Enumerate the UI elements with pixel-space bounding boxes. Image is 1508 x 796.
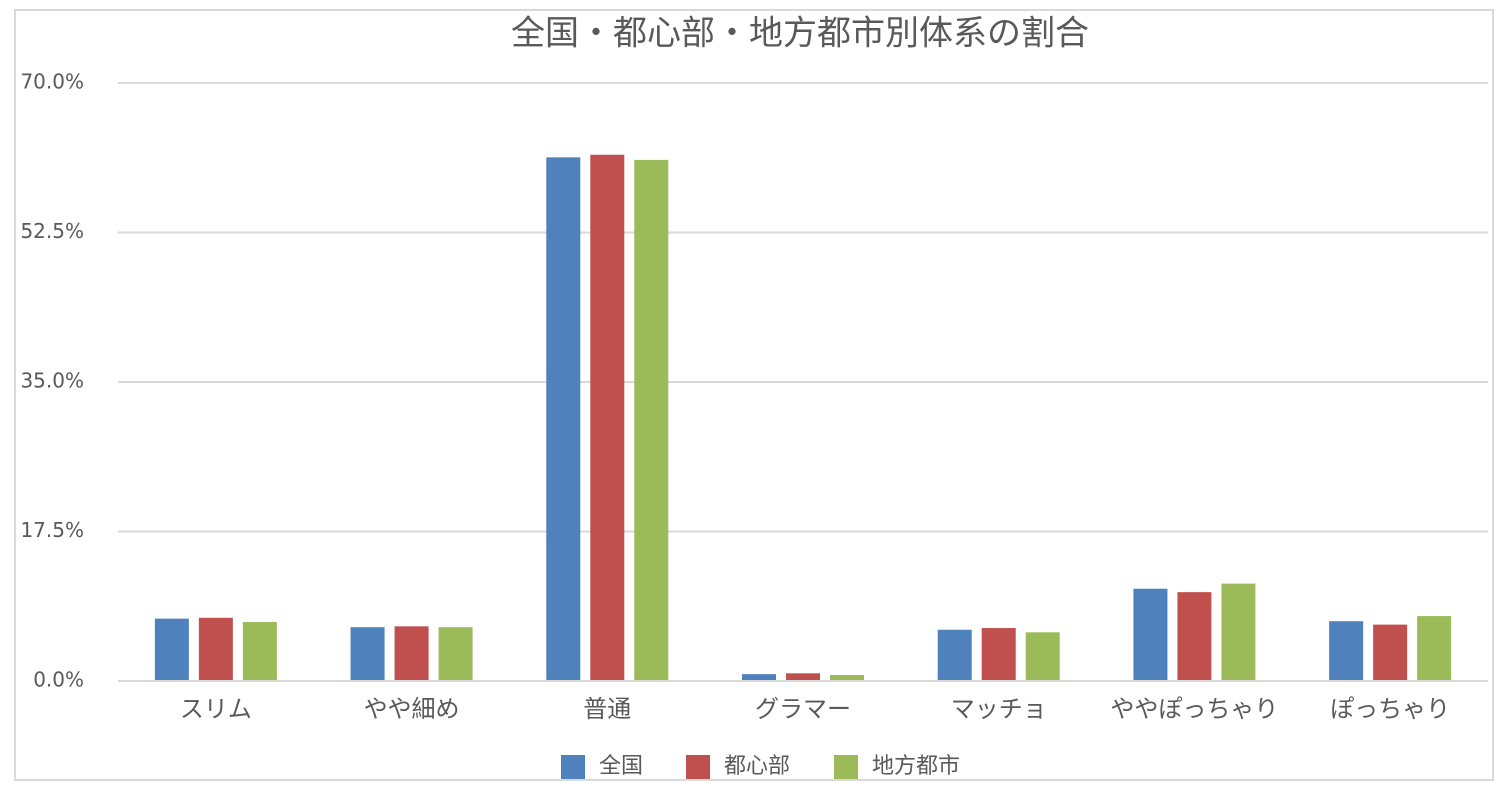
x-tick-label: スリム <box>180 695 252 723</box>
bar <box>590 154 625 681</box>
x-tick-label: 普通 <box>583 695 631 723</box>
bar <box>394 626 429 681</box>
x-tick-label: やや細め <box>364 695 460 723</box>
chart-title: 全国・都心部・地方都市別体系の割合 <box>511 14 1089 54</box>
bar <box>1025 632 1060 681</box>
bar <box>742 674 776 681</box>
y-tick-label: 17.5% <box>20 518 84 542</box>
x-tick-label: グラマー <box>755 695 851 723</box>
bar <box>1221 583 1256 681</box>
bar <box>1329 621 1364 681</box>
y-tick-label: 35.0% <box>20 369 84 393</box>
bar <box>154 618 189 681</box>
y-tick-label: 52.5% <box>20 219 84 243</box>
bar <box>198 617 233 681</box>
bar <box>634 159 669 681</box>
bar <box>546 157 581 681</box>
x-tick-label: ぽっちゃり <box>1330 695 1450 723</box>
bar <box>1417 616 1452 681</box>
legend-swatch <box>834 755 858 779</box>
legend-swatch <box>686 755 710 779</box>
bar <box>1177 592 1212 681</box>
x-tick-label: マッチョ <box>951 695 1047 723</box>
bar <box>830 675 864 681</box>
legend-label: 地方都市 <box>872 754 960 779</box>
bar <box>438 627 473 681</box>
y-tick-label: 0.0% <box>33 668 84 692</box>
x-tick-label: ややぽっちゃり <box>1110 695 1278 723</box>
y-tick-label: 70.0% <box>20 70 84 94</box>
bar <box>937 629 972 681</box>
bar <box>242 622 277 681</box>
bar <box>981 628 1016 681</box>
bar <box>1373 624 1408 681</box>
legend-swatch <box>561 755 585 779</box>
legend-label: 都心部 <box>724 754 790 779</box>
bar <box>1133 588 1168 681</box>
bar <box>350 627 385 681</box>
chart-frame <box>14 9 1494 781</box>
bar <box>786 673 820 681</box>
legend-label: 全国 <box>599 754 643 779</box>
